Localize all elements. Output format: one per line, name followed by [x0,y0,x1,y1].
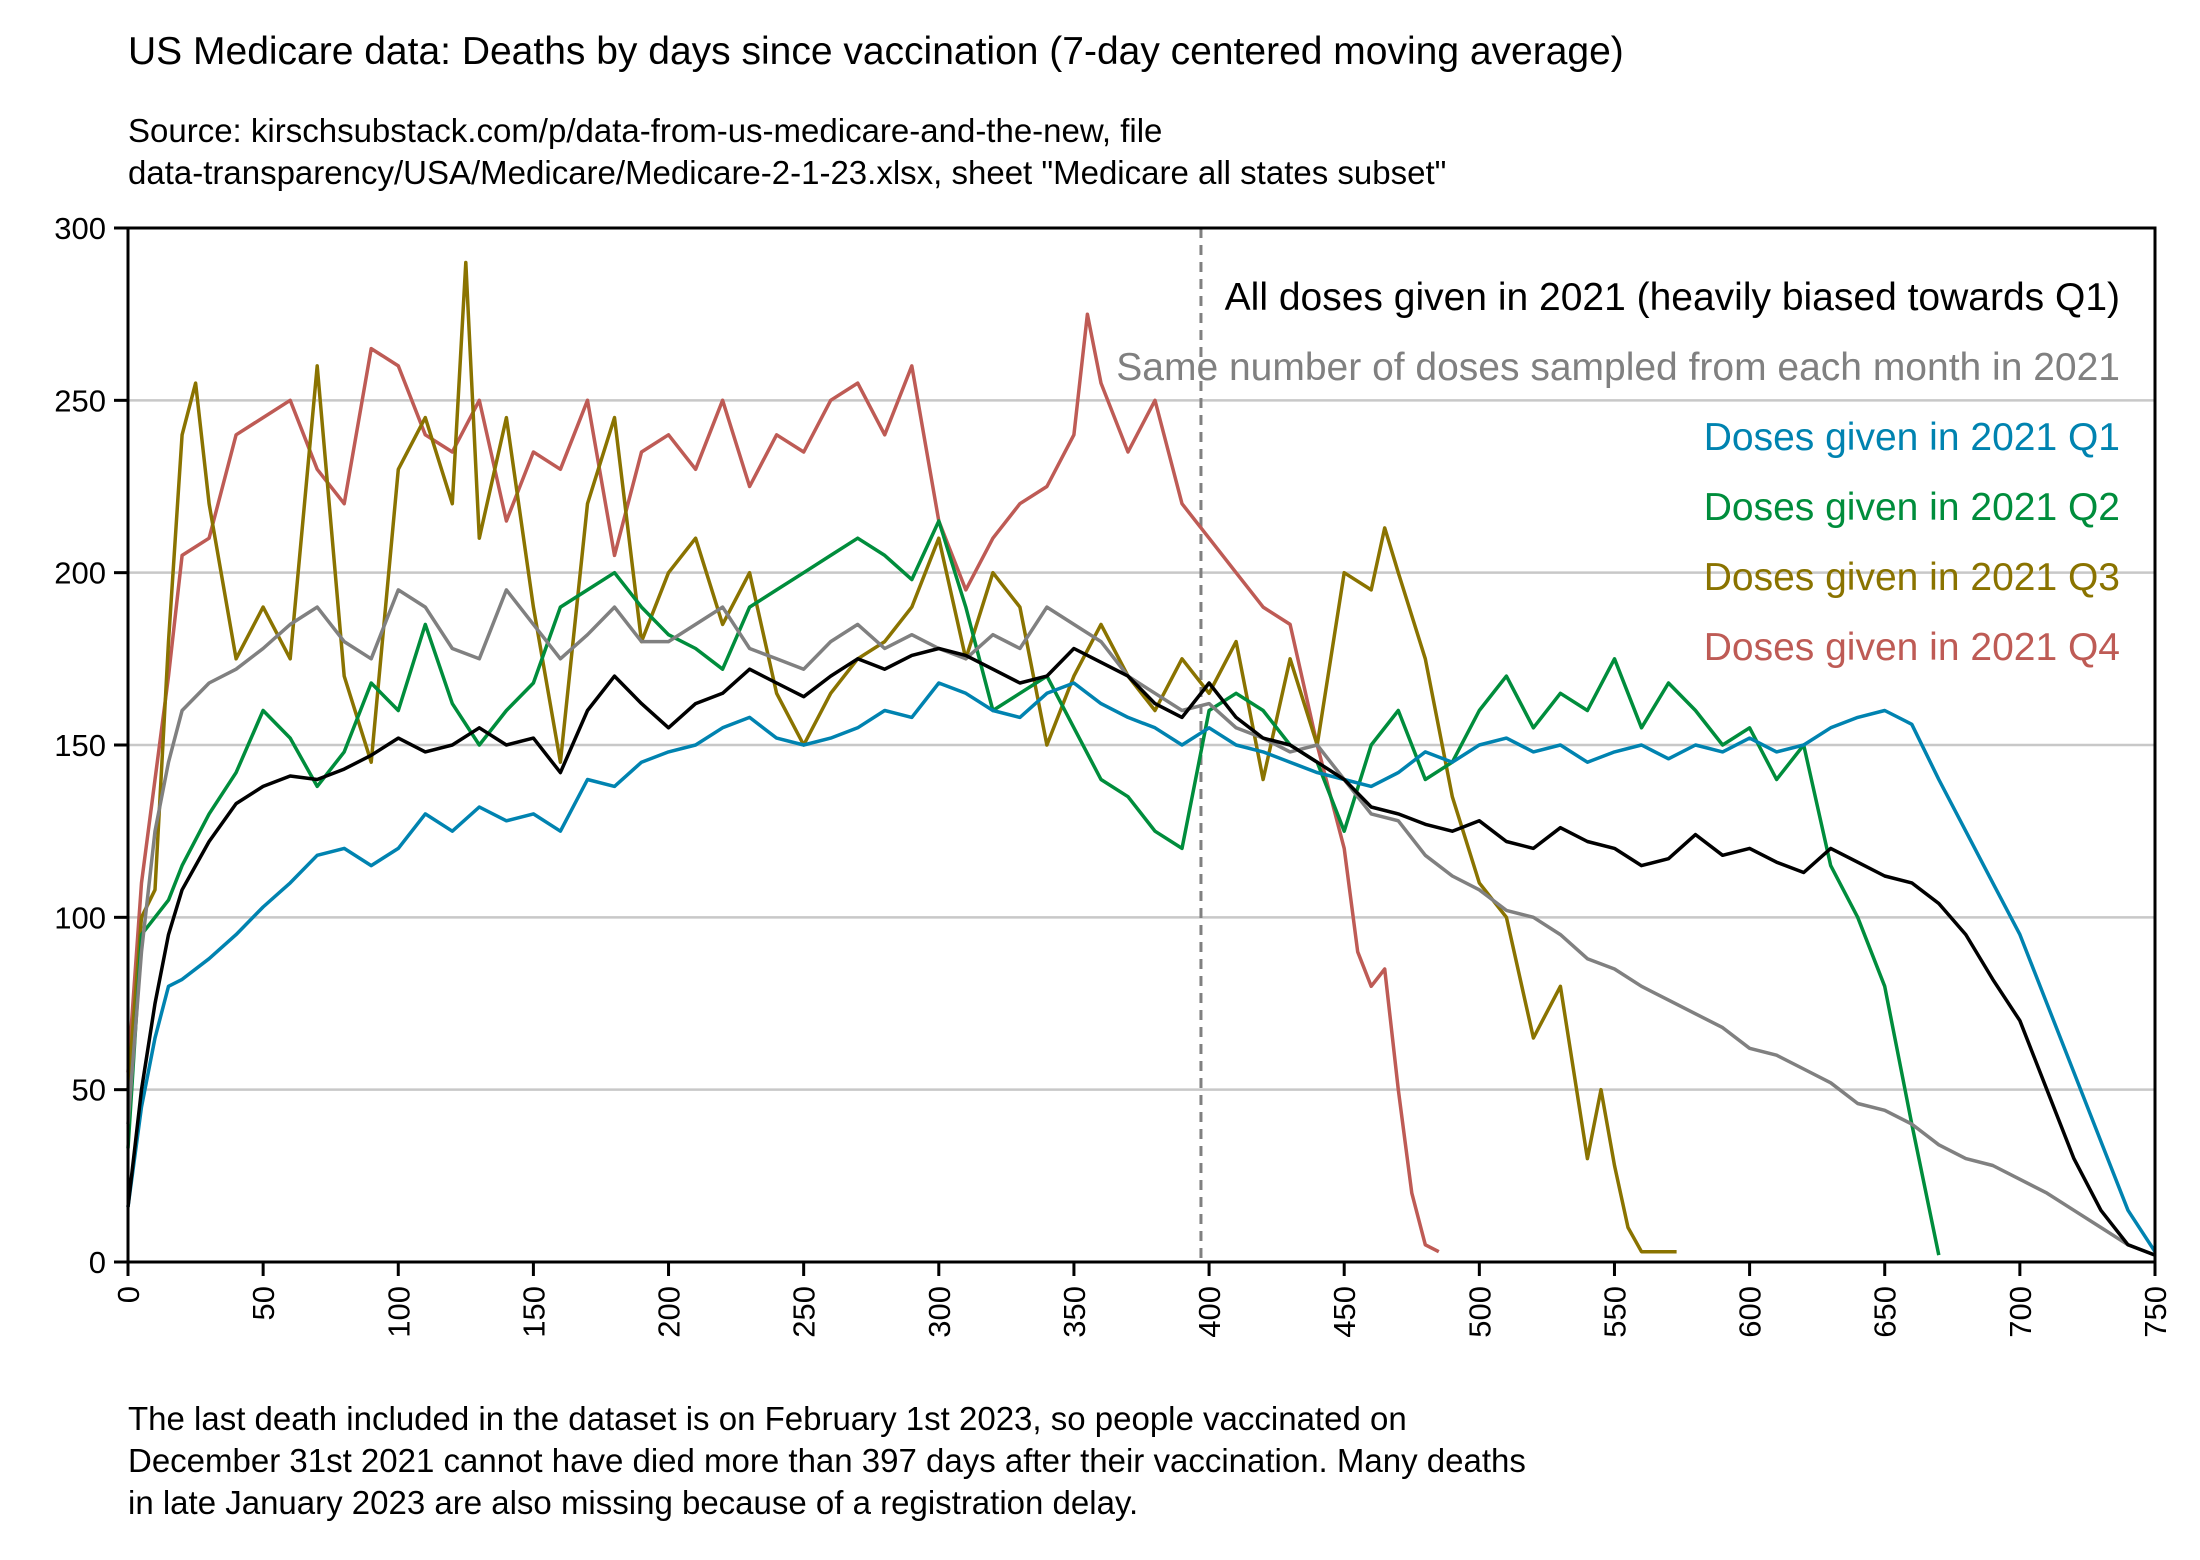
chart-title: US Medicare data: Deaths by days since v… [128,30,1624,73]
x-tick-label-500: 500 [1462,1286,1497,1338]
series-lines [126,260,2157,1257]
series-line-1 [126,588,2156,1257]
legend-entry-2: Doses given in 2021 Q1 [1704,416,2120,459]
x-tick-label-450: 450 [1327,1286,1362,1338]
x-tick-label-50: 50 [246,1286,281,1320]
x-tick-label-750: 750 [2138,1286,2173,1338]
chart-subtitle: Source: kirschsubstack.com/p/data-from-u… [128,110,1446,194]
x-tick-label-150: 150 [516,1286,551,1338]
x-axis: 0 50 100 150 200 250 300 350 400 450 500 550 600 650 7… [111,1262,2173,1338]
x-tick-label-350: 350 [1057,1286,1092,1338]
y-tick-label-300: 300 [54,211,106,246]
x-tick-label-100: 100 [381,1286,416,1338]
legend-entry-4: Doses given in 2021 Q3 [1704,556,2120,599]
footnote-line-3: in late January 2023 are also missing be… [128,1484,1139,1521]
footnote: The last death included in the dataset i… [128,1398,1526,1524]
x-tick-label-550: 550 [1597,1286,1632,1338]
y-tick-label-0: 0 [89,1245,106,1280]
y-axis: 0 50 100 150 200 250 300 [54,211,128,1280]
x-tick-label-200: 200 [652,1286,687,1338]
y-tick-label-150: 150 [54,728,106,763]
series-line-0 [126,646,2156,1257]
legend-entry-1: Same number of doses sampled from each m… [1116,346,2120,389]
subtitle-line-2: data-transparency/USA/Medicare/Medicare-… [128,154,1447,191]
x-tick-label-0: 0 [111,1286,146,1303]
y-tick-label-250: 250 [54,383,106,418]
series-line-3 [126,519,1941,1256]
x-tick-label-700: 700 [2003,1286,2038,1338]
legend-entry-0: All doses given in 2021 (heavily biased … [1225,276,2120,319]
legend: All doses given in 2021 (heavily biased … [1116,276,2120,669]
x-tick-label-250: 250 [787,1286,822,1338]
footnote-line-2: December 31st 2021 cannot have died more… [128,1442,1526,1479]
series-line-2 [126,681,2157,1253]
x-tick-label-650: 650 [1868,1286,1903,1338]
legend-entry-3: Doses given in 2021 Q2 [1704,486,2120,529]
y-tick-label-200: 200 [54,556,106,591]
y-tick-label-50: 50 [72,1073,106,1108]
series-line-5 [126,312,1440,1254]
x-tick-label-600: 600 [1733,1286,1768,1338]
x-tick-label-300: 300 [922,1286,957,1338]
footnote-line-1: The last death included in the dataset i… [128,1400,1407,1437]
y-tick-label-100: 100 [54,900,106,935]
legend-entry-5: Doses given in 2021 Q4 [1704,626,2120,669]
series-line-4 [126,260,1677,1254]
subtitle-line-1: Source: kirschsubstack.com/p/data-from-u… [128,112,1163,149]
gridlines [128,399,2155,1091]
x-tick-label-400: 400 [1192,1286,1227,1338]
